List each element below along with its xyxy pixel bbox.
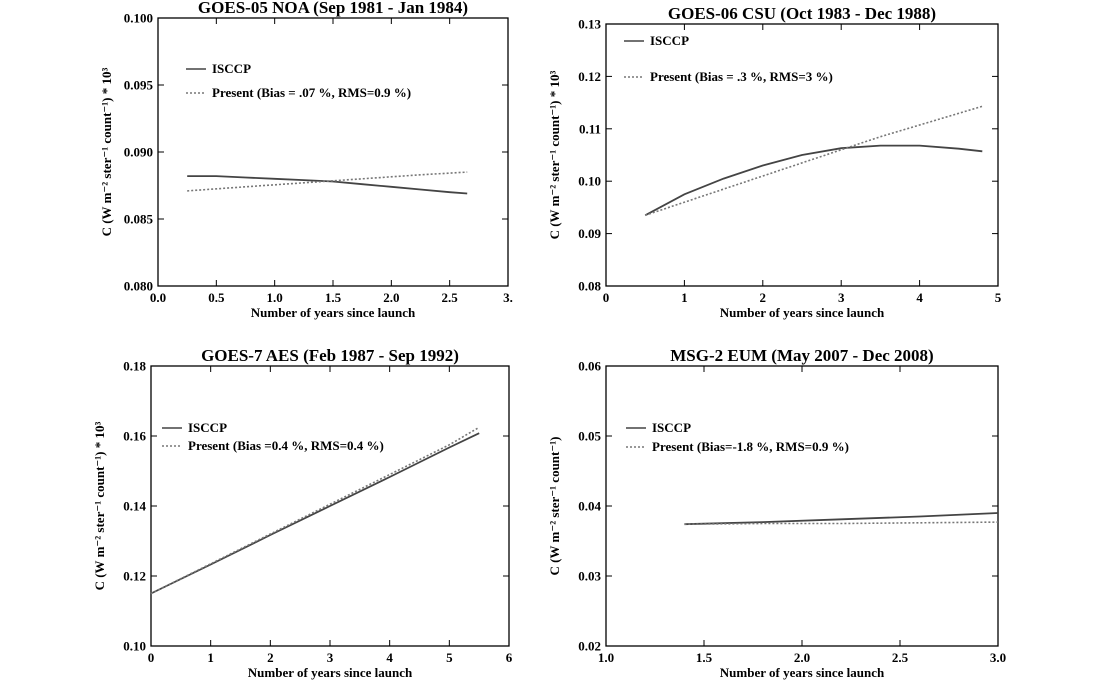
x-tick-label: 4 bbox=[386, 650, 393, 665]
y-tick-label: 0.05 bbox=[578, 429, 601, 444]
x-tick-label: 1.5 bbox=[325, 290, 342, 305]
series-line-present bbox=[187, 171, 468, 192]
x-tick-label: 1.0 bbox=[598, 650, 614, 665]
series-line-isccp bbox=[150, 432, 480, 595]
y-tick-label: 0.14 bbox=[123, 499, 146, 514]
y-tick-label: 0.095 bbox=[124, 78, 154, 93]
y-axis-label: C (W m⁻² ster⁻¹ count⁻¹) * 10³ bbox=[92, 422, 107, 591]
x-axis-label: Number of years since launch bbox=[720, 305, 885, 320]
legend-label: ISCCP bbox=[652, 420, 691, 435]
x-axis-label: Number of years since launch bbox=[251, 305, 416, 320]
chart-panel-4: MSG-2 EUM (May 2007 - Dec 2008) 1.0 1.5 2.0… bbox=[547, 346, 1006, 680]
y-axis-label: C (W m⁻² ster⁻¹ count⁻¹) bbox=[547, 437, 562, 576]
legend-label: Present (Bias = .3 %, RMS=3 %) bbox=[650, 69, 833, 84]
x-tick-label: 2.5 bbox=[442, 290, 459, 305]
series-line-isccp bbox=[644, 144, 983, 217]
y-axis-label: C (W m⁻² ster⁻¹ count⁻¹) * 10³ bbox=[547, 71, 562, 240]
x-tick-label: 6 bbox=[506, 650, 513, 665]
x-tick-label: 3.0 bbox=[990, 650, 1006, 665]
y-tick-label: 0.12 bbox=[578, 69, 601, 84]
series-line-isccp bbox=[684, 512, 999, 526]
series-line-present bbox=[644, 105, 983, 217]
x-tick-label: 1 bbox=[207, 650, 214, 665]
plot-frame bbox=[605, 365, 999, 647]
x-axis-label: Number of years since launch bbox=[248, 665, 413, 680]
y-tick-label: 0.13 bbox=[578, 17, 601, 32]
x-tick-label: 2.5 bbox=[892, 650, 909, 665]
plot-frame bbox=[605, 23, 999, 287]
y-tick-label: 0.06 bbox=[578, 359, 601, 374]
chart-panel-3: GOES-7 AES (Feb 1987 - Sep 1992) 0 1 2 3 4 5 6 0… bbox=[92, 346, 513, 680]
y-tick-label: 0.02 bbox=[578, 639, 601, 654]
y-tick-label: 0.08 bbox=[578, 279, 601, 294]
series-line-present bbox=[150, 426, 480, 595]
x-tick-label: 3. bbox=[503, 290, 513, 305]
x-tick-label: 2 bbox=[267, 650, 274, 665]
x-tick-label: 1 bbox=[681, 290, 688, 305]
legend-label: ISCCP bbox=[212, 61, 251, 76]
chart-panel-1: GOES-05 NOA (Sep 1981 - Jan 1984) 0.0 0.5 1… bbox=[99, 0, 513, 320]
chart-title: GOES-06 CSU (Oct 1983 - Dec 1988) bbox=[668, 4, 936, 23]
y-tick-label: 0.09 bbox=[578, 226, 601, 241]
x-tick-label: 5 bbox=[995, 290, 1002, 305]
y-tick-label: 0.085 bbox=[124, 212, 154, 227]
x-tick-label: 0.5 bbox=[208, 290, 225, 305]
legend-label: ISCCP bbox=[650, 33, 689, 48]
x-axis-label: Number of years since launch bbox=[720, 665, 885, 680]
x-tick-label: 0.0 bbox=[150, 290, 166, 305]
y-tick-label: 0.10 bbox=[123, 639, 146, 654]
plot-frame bbox=[157, 17, 509, 287]
y-tick-label: 0.10 bbox=[578, 174, 601, 189]
x-tick-label: 2.0 bbox=[383, 290, 399, 305]
legend-label: Present (Bias=-1.8 %, RMS=0.9 %) bbox=[652, 439, 849, 454]
y-tick-label: 0.11 bbox=[579, 121, 601, 136]
y-tick-label: 0.03 bbox=[578, 569, 601, 584]
x-tick-label: 0 bbox=[148, 650, 155, 665]
x-tick-label: 3 bbox=[327, 650, 334, 665]
y-tick-label: 0.100 bbox=[124, 11, 153, 26]
legend-label: Present (Bias = .07 %, RMS=0.9 %) bbox=[212, 85, 411, 100]
x-tick-label: 1.5 bbox=[696, 650, 713, 665]
legend-label: ISCCP bbox=[188, 420, 227, 435]
legend-label: Present (Bias =0.4 %, RMS=0.4 %) bbox=[188, 438, 384, 453]
chart-title: GOES-7 AES (Feb 1987 - Sep 1992) bbox=[201, 346, 459, 365]
y-tick-label: 0.090 bbox=[124, 145, 153, 160]
y-tick-label: 0.16 bbox=[123, 429, 146, 444]
x-tick-label: 3 bbox=[838, 290, 845, 305]
chart-title: GOES-05 NOA (Sep 1981 - Jan 1984) bbox=[198, 0, 468, 17]
y-tick-label: 0.04 bbox=[578, 499, 601, 514]
series-line-isccp bbox=[187, 175, 468, 195]
y-tick-label: 0.18 bbox=[123, 359, 146, 374]
chart-panel-2: GOES-06 CSU (Oct 1983 - Dec 1988) 0 1 2 3 4 5 0… bbox=[547, 4, 1002, 320]
x-tick-label: 0 bbox=[603, 290, 610, 305]
x-tick-label: 2.0 bbox=[794, 650, 810, 665]
y-tick-label: 0.080 bbox=[124, 279, 153, 294]
x-tick-label: 5 bbox=[446, 650, 453, 665]
chart-title: MSG-2 EUM (May 2007 - Dec 2008) bbox=[670, 346, 933, 365]
x-tick-label: 4 bbox=[916, 290, 923, 305]
series-line-present bbox=[684, 521, 999, 525]
y-tick-label: 0.12 bbox=[123, 569, 146, 584]
x-tick-label: 1.0 bbox=[267, 290, 283, 305]
y-axis-label: C (W m⁻² ster⁻¹ count⁻¹) * 10³ bbox=[99, 68, 114, 237]
x-tick-label: 2 bbox=[760, 290, 767, 305]
